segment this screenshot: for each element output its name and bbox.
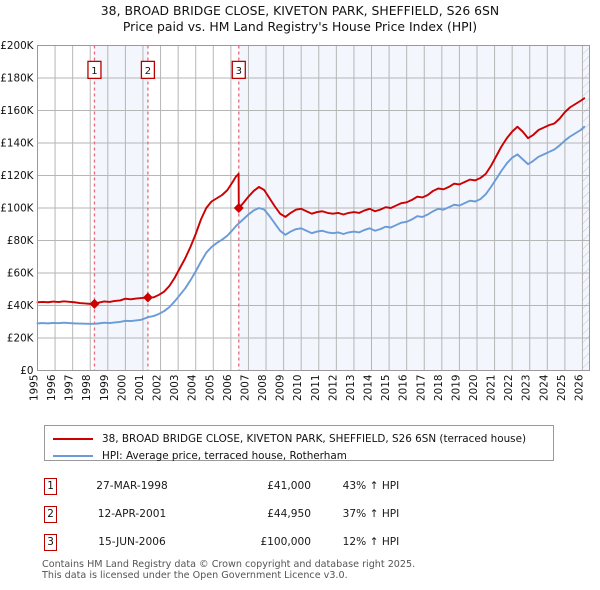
sale-point-markers bbox=[89, 203, 244, 309]
sale-hpi-2: 37% ↑ HPI bbox=[342, 508, 400, 520]
svg-text:2004: 2004 bbox=[187, 374, 199, 401]
sale-price-3: £100,000 bbox=[260, 536, 311, 548]
table-row: 3 15-JUN-2006 £100,000 12% ↑ HPI bbox=[44, 528, 564, 556]
footer-line-1: Contains HM Land Registry data © Crown c… bbox=[42, 559, 416, 570]
svg-text:£20K: £20K bbox=[7, 333, 35, 345]
y-axis-labels: £0 £20K £40K £60K £80K £100K £120K £140K £160K £1… bbox=[0, 40, 34, 377]
svg-text:£200K: £200K bbox=[0, 40, 34, 52]
sale-price-2: £44,950 bbox=[267, 508, 311, 520]
svg-text:2009: 2009 bbox=[275, 375, 287, 401]
sale-date-2: 12-APR-2001 bbox=[97, 508, 167, 520]
sale-date-3: 15-JUN-2006 bbox=[98, 536, 166, 548]
x-axis-labels: 1995 1996 1997 1998 1999 2000 2001 2002 2003 2004… bbox=[29, 374, 586, 401]
svg-text:2: 2 bbox=[145, 66, 151, 77]
sale-hpi-3: 12% ↑ HPI bbox=[342, 536, 400, 548]
svg-text:1999: 1999 bbox=[99, 375, 111, 401]
svg-text:2015: 2015 bbox=[380, 375, 392, 401]
svg-text:2025: 2025 bbox=[556, 375, 568, 401]
svg-text:1998: 1998 bbox=[81, 375, 93, 401]
sale-number-badges: 1 2 3 bbox=[87, 60, 246, 80]
sale-badge-3: 3 bbox=[44, 533, 57, 551]
svg-text:2016: 2016 bbox=[398, 375, 410, 401]
svg-text:£40K: £40K bbox=[7, 300, 35, 312]
svg-text:2023: 2023 bbox=[521, 375, 533, 401]
svg-text:2014: 2014 bbox=[363, 374, 375, 401]
svg-text:2007: 2007 bbox=[239, 375, 251, 401]
chart-gridlines bbox=[37, 45, 590, 371]
legend-swatch-price-paid bbox=[53, 437, 93, 440]
sale-date-1: 27-MAR-1998 bbox=[96, 480, 168, 492]
svg-text:£140K: £140K bbox=[0, 138, 34, 150]
svg-text:1996: 1996 bbox=[46, 375, 58, 401]
svg-text:2020: 2020 bbox=[468, 375, 480, 401]
copyright-footer: Contains HM Land Registry data © Crown c… bbox=[42, 559, 582, 582]
chart-series bbox=[36, 97, 586, 325]
sales-table: 1 27-MAR-1998 £41,000 43% ↑ HPI 2 12-APR… bbox=[44, 472, 564, 556]
legend-item-price-paid: 38, BROAD BRIDGE CLOSE, KIVETON PARK, SH… bbox=[45, 430, 553, 447]
svg-text:2011: 2011 bbox=[310, 375, 322, 401]
svg-text:2018: 2018 bbox=[433, 375, 445, 401]
svg-text:2000: 2000 bbox=[116, 375, 128, 401]
svg-text:£160K: £160K bbox=[0, 105, 34, 117]
svg-text:2010: 2010 bbox=[292, 375, 304, 401]
page-title: 38, BROAD BRIDGE CLOSE, KIVETON PARK, SH… bbox=[0, 3, 600, 35]
svg-text:2021: 2021 bbox=[486, 375, 498, 401]
sale-badge-2: 2 bbox=[44, 505, 57, 523]
svg-text:£100K: £100K bbox=[0, 203, 34, 215]
svg-text:2002: 2002 bbox=[152, 375, 164, 401]
chart-legend: 38, BROAD BRIDGE CLOSE, KIVETON PARK, SH… bbox=[44, 425, 554, 464]
svg-text:1: 1 bbox=[91, 66, 97, 77]
svg-text:£80K: £80K bbox=[7, 235, 35, 247]
price-history-chart: £0 £20K £40K £60K £80K £100K £120K £140K £160K £1… bbox=[0, 40, 590, 401]
svg-text:£180K: £180K bbox=[0, 73, 34, 85]
svg-text:2017: 2017 bbox=[415, 375, 427, 401]
svg-text:2005: 2005 bbox=[204, 375, 216, 401]
sale-price-1: £41,000 bbox=[267, 480, 311, 492]
footer-line-2: This data is licensed under the Open Gov… bbox=[42, 570, 348, 582]
table-row: 1 27-MAR-1998 £41,000 43% ↑ HPI bbox=[44, 472, 564, 500]
svg-text:2003: 2003 bbox=[169, 375, 181, 401]
svg-text:£0: £0 bbox=[20, 365, 33, 377]
svg-text:2013: 2013 bbox=[345, 375, 357, 401]
sale-badge-1: 1 bbox=[44, 477, 57, 495]
svg-text:2024: 2024 bbox=[538, 374, 550, 401]
sale-hpi-1: 43% ↑ HPI bbox=[342, 480, 400, 492]
svg-text:2006: 2006 bbox=[222, 375, 234, 401]
legend-label-price-paid: 38, BROAD BRIDGE CLOSE, KIVETON PARK, SH… bbox=[102, 432, 527, 445]
title-line-1: 38, BROAD BRIDGE CLOSE, KIVETON PARK, SH… bbox=[100, 3, 500, 18]
svg-text:2012: 2012 bbox=[327, 375, 339, 401]
table-row: 2 12-APR-2001 £44,950 37% ↑ HPI bbox=[44, 500, 564, 528]
legend-swatch-hpi bbox=[53, 454, 93, 457]
svg-text:2008: 2008 bbox=[257, 375, 269, 401]
svg-text:1995: 1995 bbox=[29, 375, 41, 401]
legend-label-hpi: HPI: Average price, terraced house, Roth… bbox=[102, 449, 347, 462]
svg-text:1997: 1997 bbox=[64, 375, 76, 401]
svg-text:£60K: £60K bbox=[7, 268, 35, 280]
legend-item-hpi: HPI: Average price, terraced house, Roth… bbox=[45, 447, 553, 464]
svg-text:2019: 2019 bbox=[450, 375, 462, 401]
svg-text:£120K: £120K bbox=[0, 170, 34, 182]
svg-text:2022: 2022 bbox=[503, 375, 515, 401]
plot-frame bbox=[37, 45, 590, 371]
svg-text:2001: 2001 bbox=[134, 375, 146, 401]
svg-text:2026: 2026 bbox=[573, 375, 585, 401]
title-line-2: Price paid vs. HM Land Registry's House … bbox=[122, 19, 478, 34]
svg-text:3: 3 bbox=[236, 66, 242, 77]
